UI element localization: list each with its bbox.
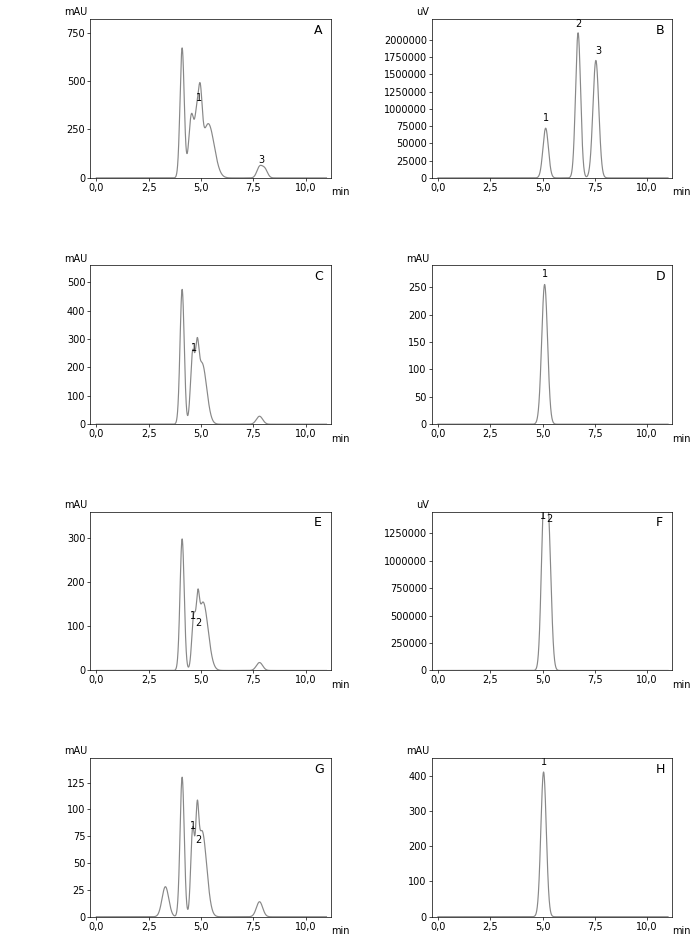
Text: min: min (331, 926, 349, 937)
Text: min: min (331, 434, 349, 444)
Text: mAU: mAU (406, 747, 429, 756)
Text: 1: 1 (190, 611, 196, 621)
Text: G: G (314, 763, 324, 775)
Text: 1: 1 (541, 269, 547, 279)
Text: min: min (672, 434, 691, 444)
Text: 1: 1 (543, 113, 549, 124)
Text: uV: uV (416, 500, 429, 510)
Text: min: min (672, 187, 691, 198)
Text: 1: 1 (540, 511, 546, 522)
Text: 2: 2 (195, 835, 202, 845)
Text: mAU: mAU (406, 254, 429, 264)
Text: C: C (314, 270, 322, 283)
Text: 1: 1 (191, 343, 197, 352)
Text: uV: uV (416, 8, 429, 17)
Text: min: min (672, 926, 691, 937)
Text: F: F (656, 517, 663, 529)
Text: D: D (656, 270, 665, 283)
Text: B: B (656, 24, 664, 37)
Text: mAU: mAU (64, 500, 88, 510)
Text: 1: 1 (190, 821, 196, 831)
Text: min: min (331, 680, 349, 690)
Text: E: E (314, 517, 322, 529)
Text: 1: 1 (541, 757, 547, 767)
Text: 3: 3 (595, 46, 601, 56)
Text: mAU: mAU (64, 747, 88, 756)
Text: H: H (656, 763, 665, 775)
Text: mAU: mAU (64, 254, 88, 264)
Text: min: min (672, 680, 691, 690)
Text: mAU: mAU (64, 8, 88, 17)
Text: 2: 2 (575, 19, 581, 28)
Text: A: A (314, 24, 322, 37)
Text: 2: 2 (195, 618, 202, 628)
Text: 2: 2 (547, 514, 553, 523)
Text: min: min (331, 187, 349, 198)
Text: 3: 3 (258, 155, 265, 164)
Text: 1: 1 (196, 93, 202, 104)
